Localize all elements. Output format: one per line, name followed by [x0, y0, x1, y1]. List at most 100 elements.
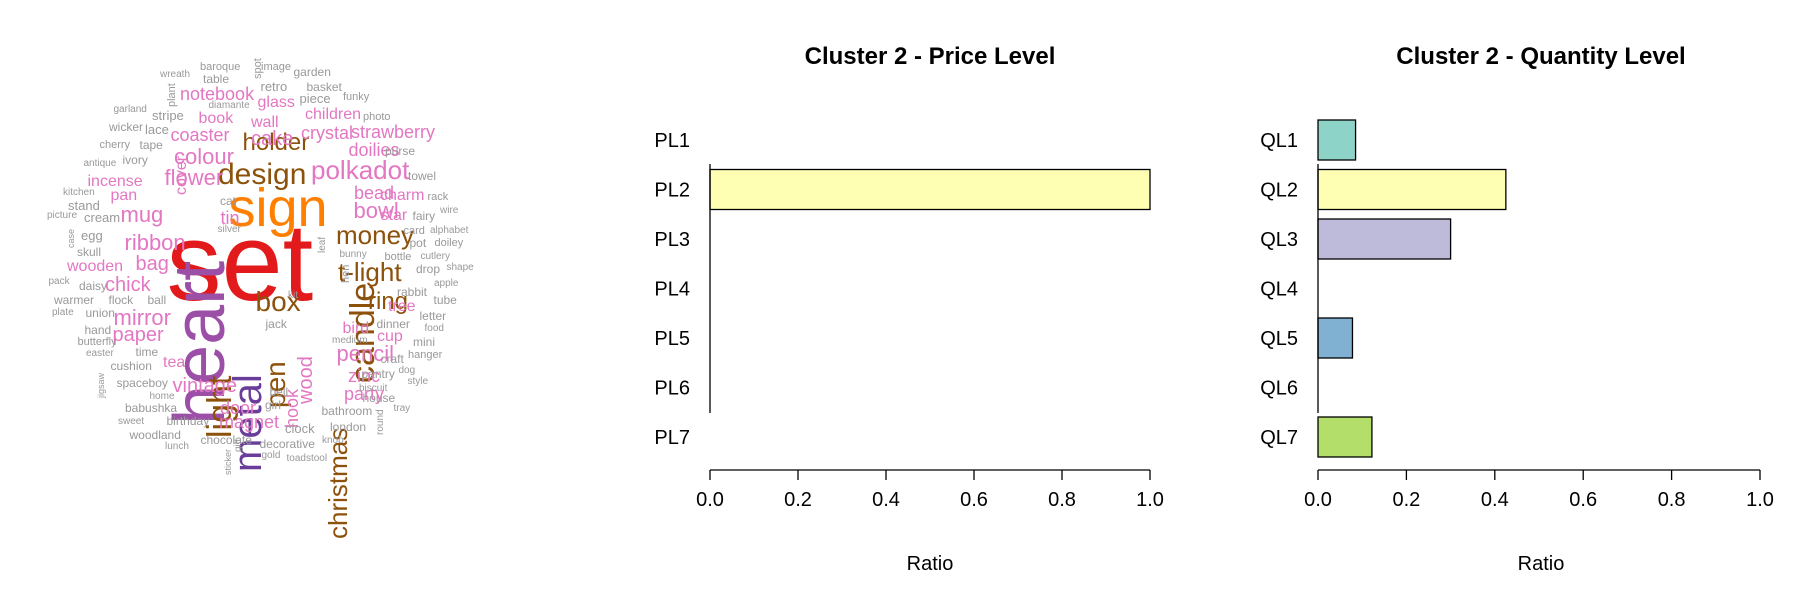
word-cloud-word: egg: [81, 227, 103, 243]
word-cloud-word: daisy: [79, 279, 108, 293]
word-cloud-word: pencil: [336, 341, 394, 366]
word-cloud-word: baroque: [200, 60, 241, 73]
word-cloud-word: flock: [108, 293, 134, 307]
word-cloud-word: doiley: [434, 236, 464, 249]
quantity-level-chart: Cluster 2 - Quantity Level QL1 QL2 QL3 QL4 Q…: [1260, 43, 1774, 575]
word-cloud-word: party: [344, 384, 385, 404]
word-cloud-word: gold: [261, 450, 281, 461]
word-cloud-word: bottle: [384, 250, 412, 263]
word-cloud-word: bunny: [339, 249, 367, 260]
word-cloud-word: craft: [380, 352, 404, 366]
x-tick-label: 0.0: [696, 489, 724, 511]
price-level-chart: Cluster 2 - Price Level PL1 PL2 PL3 PL4 PL5 P…: [654, 43, 1164, 575]
word-cloud-word: strawberry: [351, 122, 436, 142]
word-cloud-word: antique: [83, 158, 117, 169]
word-cloud-word: rack: [427, 190, 449, 203]
word-cloud-word: magnet: [219, 412, 280, 432]
word-cloud-word: zinc: [348, 366, 381, 386]
word-cloud-word: house: [362, 391, 396, 405]
bar-ql3: [1317, 218, 1452, 260]
word-cloud-word: home: [149, 391, 175, 402]
word-cloud-word: drop: [416, 262, 441, 276]
x-tick-label: 0.6: [1569, 489, 1597, 511]
word-cloud-word: cover: [173, 155, 190, 195]
word-cloud-word: bell: [269, 385, 289, 399]
category-label: QL7: [1260, 427, 1298, 449]
word-cloud-word: apple: [434, 278, 459, 289]
word-cloud-word: warmer: [54, 293, 95, 307]
category-label: QL4: [1260, 279, 1298, 301]
word-cloud-word: children: [305, 106, 362, 123]
bar-ql1: [1317, 119, 1357, 161]
word-cloud-word: door: [220, 398, 257, 418]
word-cloud-word: ivory: [122, 153, 148, 167]
word-cloud-word: ribbon: [124, 230, 186, 255]
word-cloud-word: babushka: [125, 401, 178, 415]
word-cloud-word: piece: [299, 90, 331, 106]
word-cloud-word: london: [330, 420, 367, 434]
word-cloud-word: alphabet: [430, 225, 469, 236]
word-cloud-word: stripe: [152, 107, 184, 123]
category-label: PL2: [654, 180, 690, 202]
word-cloud-word: dinner: [376, 317, 410, 331]
word-cloud-word: plate: [52, 307, 74, 318]
word-cloud-word: tin: [220, 208, 240, 228]
word-cloud-word: decorative: [259, 437, 315, 451]
word-cloud-word: crystal: [301, 123, 354, 143]
x-tick-label: 0.6: [960, 489, 988, 511]
word-cloud-word: coaster: [170, 125, 230, 145]
word-cloud-word: cup: [377, 328, 403, 345]
bar-pl2: [709, 168, 1151, 211]
word-cloud-word: bird: [342, 320, 370, 337]
category-label: PL7: [654, 427, 690, 449]
chart-title: Cluster 2 - Quantity Level: [1396, 43, 1685, 70]
word-cloud-word: plant: [165, 83, 178, 107]
word-cloud-word: bowl: [353, 198, 399, 223]
word-cloud-word: glass: [257, 94, 295, 111]
word-cloud-word: letter: [419, 309, 447, 323]
word-cloud-word: woodland: [129, 428, 181, 442]
word-cloud-word: food: [424, 323, 444, 334]
word-cloud-word: case: [65, 228, 76, 248]
word-cloud-word: sweet: [118, 416, 145, 427]
x-tick-label: 0.2: [1392, 489, 1420, 511]
word-cloud-word: birthday: [166, 414, 210, 428]
word-cloud-word: cherry: [99, 138, 131, 151]
word-cloud-word: silver: [217, 224, 241, 235]
word-cloud-word: picture: [47, 210, 78, 221]
word-cloud-word: stand: [68, 197, 100, 213]
word-cloud-word: jack: [265, 317, 287, 331]
word-cloud-word: tube: [433, 293, 457, 307]
x-tick-label: 0.8: [1048, 489, 1076, 511]
word-cloud-word: bead: [354, 183, 395, 203]
word-cloud-word: basket: [306, 80, 342, 94]
word-cloud-word: wooden: [67, 258, 124, 275]
word-cloud-word: doilies: [348, 140, 400, 160]
word-cloud-word: tea: [163, 354, 186, 371]
word-cloud-word: box: [255, 286, 301, 317]
word-cloud-word: funky: [343, 90, 370, 103]
word-cloud-word: shape: [446, 262, 474, 273]
word-cloud-word: cat: [220, 194, 237, 208]
word-cloud-word: easter: [86, 348, 114, 359]
word-cloud-word: fairy: [412, 209, 436, 223]
word-cloud-word: cake: [251, 128, 294, 150]
category-label: QL5: [1260, 328, 1298, 350]
word-cloud-word: vintage: [172, 375, 238, 397]
word-cloud-word: pantry: [361, 367, 395, 381]
word-cloud-word: purse: [385, 144, 416, 158]
word-cloud-word: money: [336, 220, 415, 250]
word-cloud-word: ring: [368, 288, 409, 315]
word-cloud-word: tape: [139, 138, 163, 152]
x-tick-label: 0.8: [1658, 489, 1686, 511]
word-cloud-word: lace: [145, 121, 169, 137]
word-cloud-word: tree: [388, 298, 416, 315]
word-cloud-word: chick: [105, 274, 151, 296]
word-cloud-word: leaf: [317, 236, 328, 253]
word-cloud-word: tray: [393, 403, 411, 414]
x-tick-label: 0.2: [784, 489, 812, 511]
word-cloud-word: union: [85, 306, 115, 320]
word-cloud-word: garland: [113, 104, 147, 115]
word-cloud-word: cutlery: [420, 251, 450, 262]
word-cloud-word: hand: [84, 323, 112, 337]
